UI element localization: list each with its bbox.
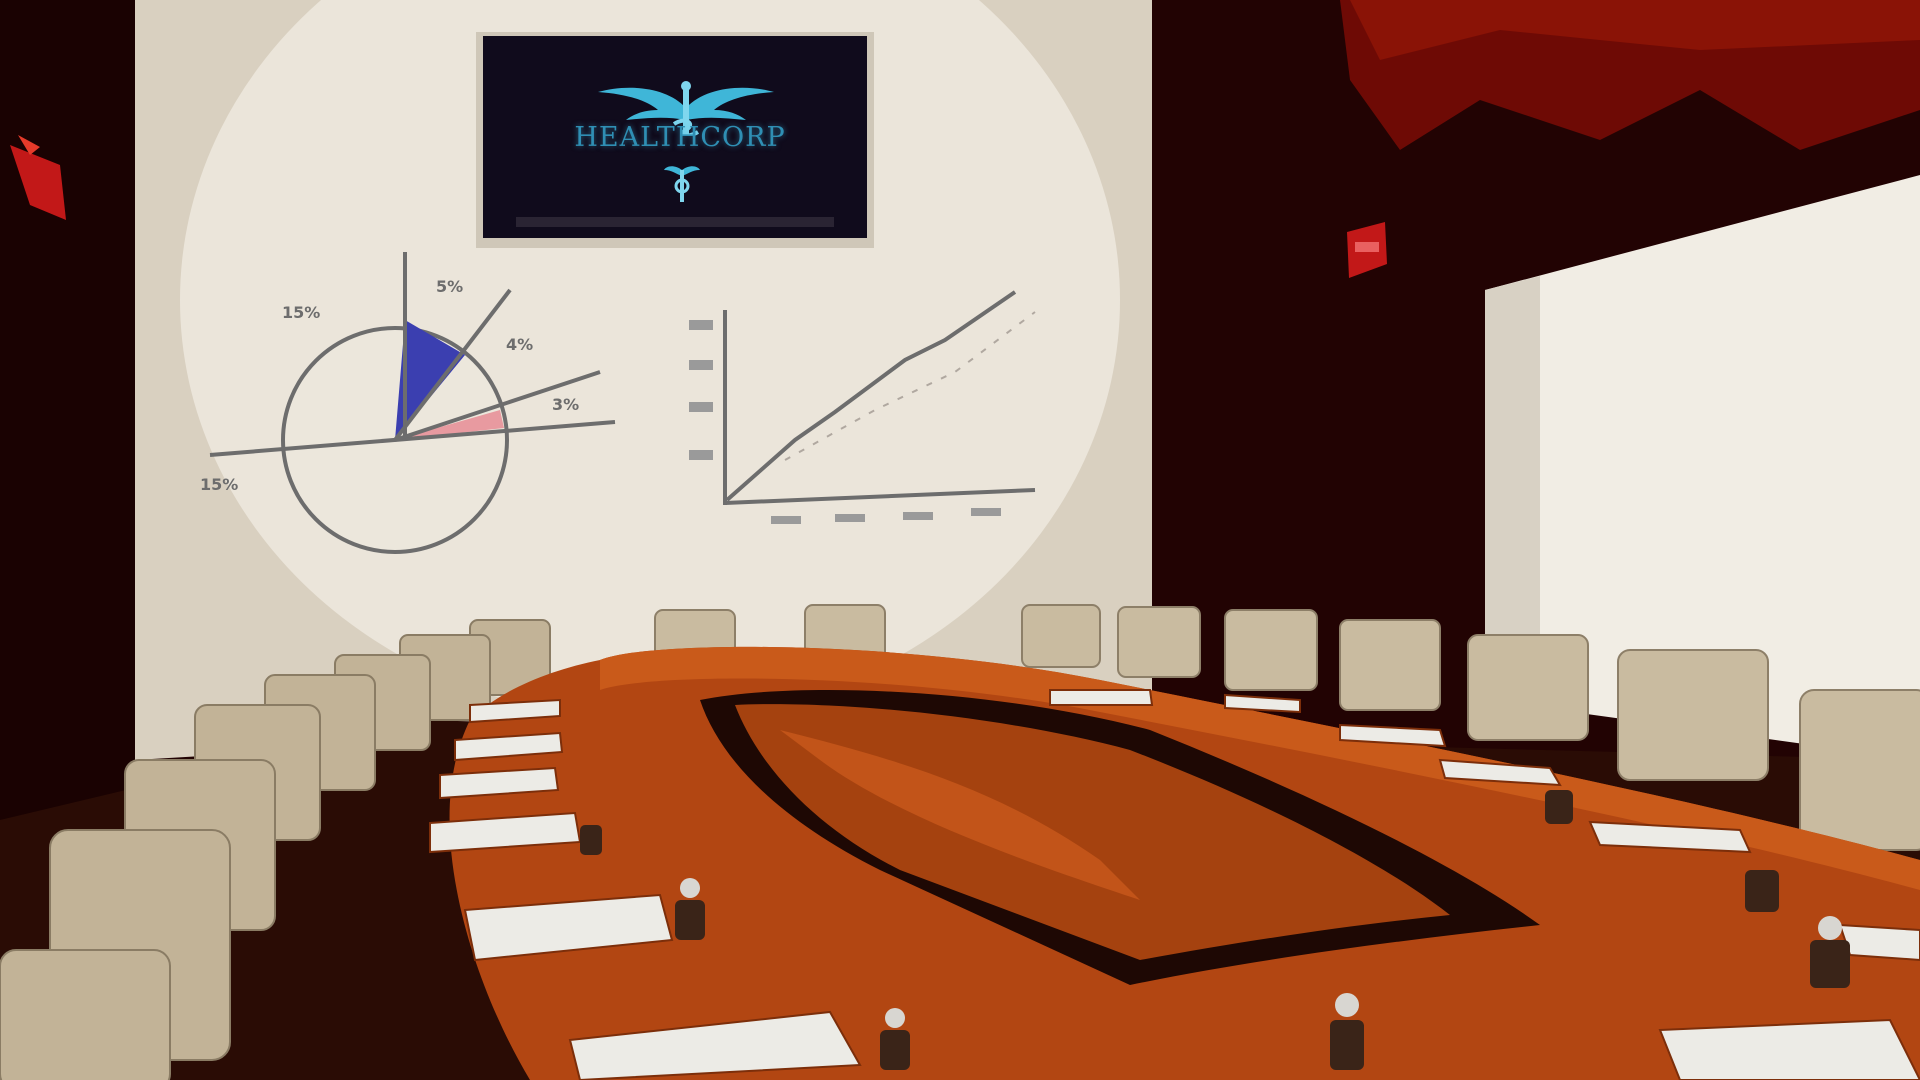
- trend-line: [725, 290, 1017, 502]
- y-tick-mark: [689, 402, 713, 412]
- tv-brand-text: HEALTHCORP: [574, 122, 786, 153]
- y-tick-mark: [689, 320, 713, 330]
- y-tick-mark: [689, 360, 713, 370]
- pie-label-3: 4%: [506, 335, 533, 354]
- exit-sign-left: [10, 135, 66, 220]
- pie-label-4: 3%: [552, 395, 579, 414]
- x-tick-mark: [835, 514, 865, 522]
- pie-label-1: 15%: [282, 303, 320, 322]
- whiteboard-pie-drawing: 15% 5% 4% 3% 15%: [200, 252, 616, 554]
- whiteboard-line-drawing: [689, 290, 1036, 524]
- tv-screen: [476, 32, 874, 248]
- caduceus-small-icon: [664, 166, 700, 202]
- pie-label-2: 5%: [436, 277, 463, 296]
- caduceus-wings-icon: [598, 81, 774, 136]
- exit-sign-right: [1347, 222, 1387, 278]
- y-tick-mark: [689, 450, 713, 460]
- pie-slice-blue: [395, 320, 465, 440]
- x-tick-mark: [971, 508, 1001, 516]
- pie-label-5: 15%: [200, 475, 238, 494]
- trend-line-dashed: [784, 311, 1036, 461]
- x-tick-mark: [771, 516, 801, 524]
- x-tick-mark: [903, 512, 933, 520]
